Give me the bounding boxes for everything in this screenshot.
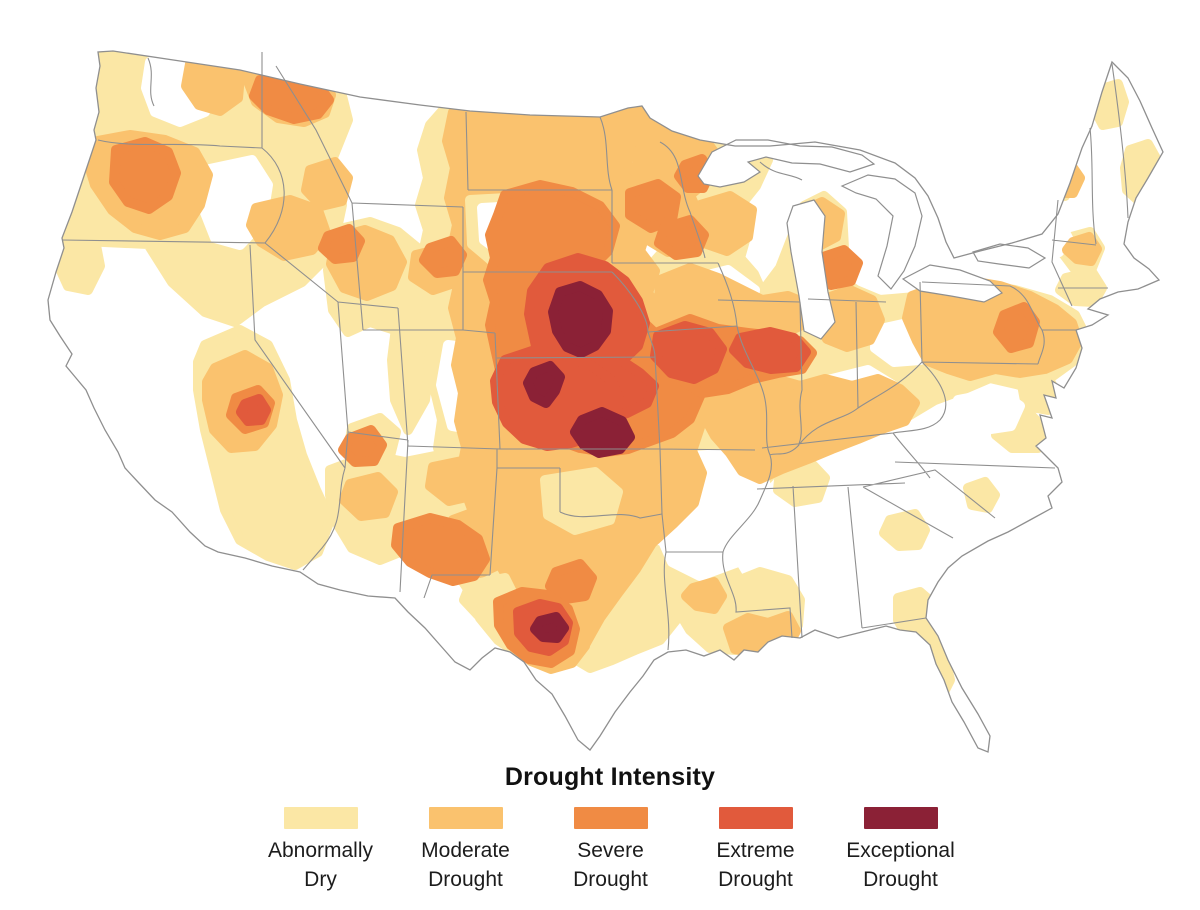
legend-label-line1: Exceptional: [846, 839, 955, 862]
legend-label-extreme-drought: Extreme Drought: [716, 836, 794, 894]
drought-layer-exceptional: [523, 281, 635, 643]
legend-label-line2: Dry: [304, 868, 337, 891]
legend-label-severe-drought: Severe Drought: [573, 836, 648, 894]
legend-item-severe-drought: Severe Drought: [538, 807, 683, 894]
legend-swatch-abnormally-dry: [283, 807, 358, 829]
legend-swatch-extreme-drought: [718, 807, 793, 829]
legend-label-line2: Drought: [863, 868, 938, 891]
legend-label-exceptional-drought: Exceptional Drought: [846, 836, 955, 894]
lake-superior: [697, 139, 876, 188]
legend-label-line1: Severe: [577, 839, 644, 862]
legend-label-abnormally-dry: Abnormally Dry: [268, 836, 373, 894]
legend-swatch-exceptional-drought: [863, 807, 938, 829]
legend-label-line1: Moderate: [421, 839, 510, 862]
legend-label-line2: Drought: [718, 868, 793, 891]
lake-michigan: [786, 199, 836, 340]
legend-label-line1: Extreme: [716, 839, 795, 862]
legend-label-moderate-drought: Moderate Drought: [421, 836, 510, 894]
legend-label-line2: Drought: [428, 868, 503, 891]
state-borders: [61, 52, 1129, 651]
legend-item-moderate-drought: Moderate Drought: [393, 807, 538, 894]
legend-label-line2: Drought: [573, 868, 648, 891]
legend-item-extreme-drought: Extreme Drought: [683, 807, 828, 894]
legend-swatch-severe-drought: [573, 807, 648, 829]
legend-title: Drought Intensity: [504, 763, 716, 791]
legend-swatch-moderate-drought: [428, 807, 503, 829]
legend-item-exceptional-drought: Exceptional Drought: [828, 807, 973, 894]
legend-label-line1: Abnormally: [267, 839, 374, 862]
drought-legend: Abnormally Dry Moderate Drought Severe Drou…: [248, 807, 973, 894]
lake-huron: [840, 174, 923, 290]
legend-item-abnormally-dry: Abnormally Dry: [248, 807, 393, 894]
